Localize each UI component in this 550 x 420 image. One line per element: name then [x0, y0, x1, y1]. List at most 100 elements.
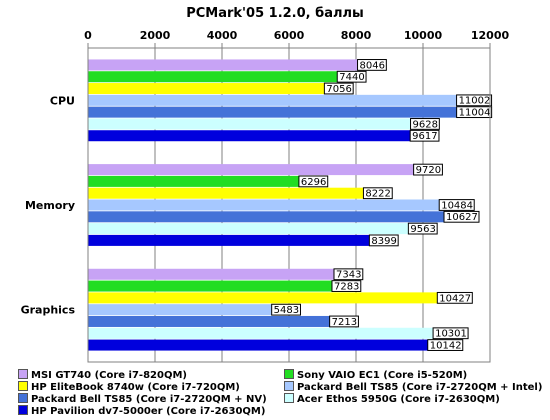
x-tick-label: 10000 — [404, 29, 443, 42]
data-label-box — [443, 210, 480, 223]
data-label: 10627 — [446, 212, 478, 223]
x-tick-label: 8000 — [341, 29, 372, 42]
x-tick-label: 2000 — [140, 29, 171, 42]
bar — [88, 199, 440, 211]
legend-swatch — [284, 369, 294, 379]
data-label: 9563 — [410, 224, 435, 235]
data-label: 9720 — [416, 165, 441, 176]
data-label: 10427 — [439, 293, 471, 304]
chart-title: PCMark'05 1.2.0, баллы — [186, 6, 364, 21]
category-label: CPU — [50, 94, 75, 107]
data-label: 7056 — [326, 84, 351, 95]
bar — [88, 268, 334, 280]
legend-swatch — [18, 393, 28, 403]
bar — [88, 106, 457, 118]
data-label-box — [362, 187, 393, 200]
legend-label: HP EliteBook 8740w (Core i7-720QM) — [31, 382, 240, 393]
data-label-box — [410, 118, 440, 130]
data-label: 7213 — [332, 317, 357, 328]
data-label-box — [336, 70, 367, 83]
x-axis-ticks: 0 2000 4000 6000 8000 10000 12000 — [84, 29, 509, 48]
legend-label: Acer Ethos 5950G (Core i7-2630QM) — [297, 394, 500, 405]
legend-label: Packard Bell TS85 (Core i7-2720QM + Inte… — [297, 382, 543, 393]
legend-swatch — [18, 369, 28, 379]
plot-frame — [87, 47, 491, 363]
data-label: 7283 — [334, 281, 359, 292]
bar — [88, 223, 409, 235]
data-label-box — [456, 94, 493, 107]
x-tick-label: 6000 — [274, 29, 305, 42]
data-label: 10301 — [435, 329, 467, 340]
bar — [88, 339, 428, 351]
data-label-box — [456, 106, 493, 119]
data-label: 10484 — [441, 200, 473, 211]
data-label-box — [333, 268, 364, 281]
legend-label: Sony VAIO EC1 (Core i5-520M) — [297, 370, 468, 381]
legend-swatch — [18, 405, 28, 415]
legend-item: HP EliteBook 8740w (Core i7-720QM) — [18, 381, 240, 393]
data-label-box — [432, 327, 469, 340]
legend-label: MSI GT740 (Core i7-820QM) — [31, 370, 187, 381]
bar — [88, 83, 325, 95]
data-label: 7343 — [336, 270, 361, 281]
bar — [88, 315, 330, 327]
data-label-box — [323, 82, 354, 95]
bar — [88, 71, 338, 83]
x-tick-label: 0 — [84, 29, 92, 42]
legend-item: HP Pavilion dv7-5000er (Core i7-2630QM) — [18, 405, 265, 417]
data-label-box — [436, 291, 473, 304]
data-label: 7440 — [339, 72, 364, 83]
legend-item: Acer Ethos 5950G (Core i7-2630QM) — [284, 393, 500, 405]
data-label: 9628 — [413, 119, 438, 130]
data-label-box — [407, 222, 438, 235]
bar — [88, 211, 445, 223]
data-label-box — [298, 175, 329, 188]
bar — [88, 292, 438, 304]
category-label: Graphics — [21, 304, 76, 317]
x-tick-label: 12000 — [471, 29, 510, 42]
data-label-box — [409, 129, 440, 142]
data-label-box — [329, 315, 359, 328]
bar — [88, 234, 370, 246]
legend-label: HP Pavilion dv7-5000er (Core i7-2630QM) — [31, 406, 266, 417]
bar — [88, 327, 434, 339]
x-tick-label: 4000 — [207, 29, 238, 42]
legend-swatch — [284, 381, 294, 391]
data-label-box — [427, 339, 464, 351]
data-label-box — [357, 59, 387, 71]
data-label-box — [368, 234, 399, 247]
legend-label: Packard Bell TS85 (Core i7-2720QM + NV) — [31, 394, 267, 405]
chart: PCMark'05 1.2.0, баллы 0 2000 4000 6000 8000… — [21, 6, 509, 363]
data-label: 11004 — [459, 108, 491, 119]
data-label-box — [438, 199, 475, 211]
bar — [88, 187, 364, 199]
data-label-box — [271, 303, 301, 316]
legend-swatch — [284, 393, 294, 403]
bar — [88, 304, 272, 316]
bar — [88, 280, 332, 292]
data-label: 5483 — [274, 305, 299, 316]
category-labels: CPU Memory Graphics — [21, 94, 76, 316]
legend-item: MSI GT740 (Core i7-820QM) — [18, 369, 187, 381]
bar — [88, 118, 411, 130]
bar — [88, 175, 299, 187]
data-label: 8222 — [365, 189, 390, 200]
data-label: 8046 — [360, 60, 385, 71]
bar — [88, 164, 414, 176]
data-label: 8399 — [371, 236, 396, 247]
data-label: 10142 — [430, 340, 462, 351]
bar — [88, 94, 457, 106]
legend-swatch — [18, 381, 28, 391]
category-label: Memory — [25, 199, 75, 212]
bar — [88, 130, 411, 142]
data-label-box — [413, 163, 443, 176]
legend-item: Packard Bell TS85 (Core i7-2720QM + NV) — [18, 393, 267, 405]
data-label: 11002 — [459, 96, 491, 107]
legend-item: Packard Bell TS85 (Core i7-2720QM + Inte… — [284, 381, 542, 393]
data-label: 9617 — [412, 131, 437, 142]
bar — [88, 59, 358, 71]
data-label-box — [331, 280, 362, 292]
legend-item: Sony VAIO EC1 (Core i5-520M) — [284, 369, 467, 381]
data-label: 6296 — [301, 177, 326, 188]
